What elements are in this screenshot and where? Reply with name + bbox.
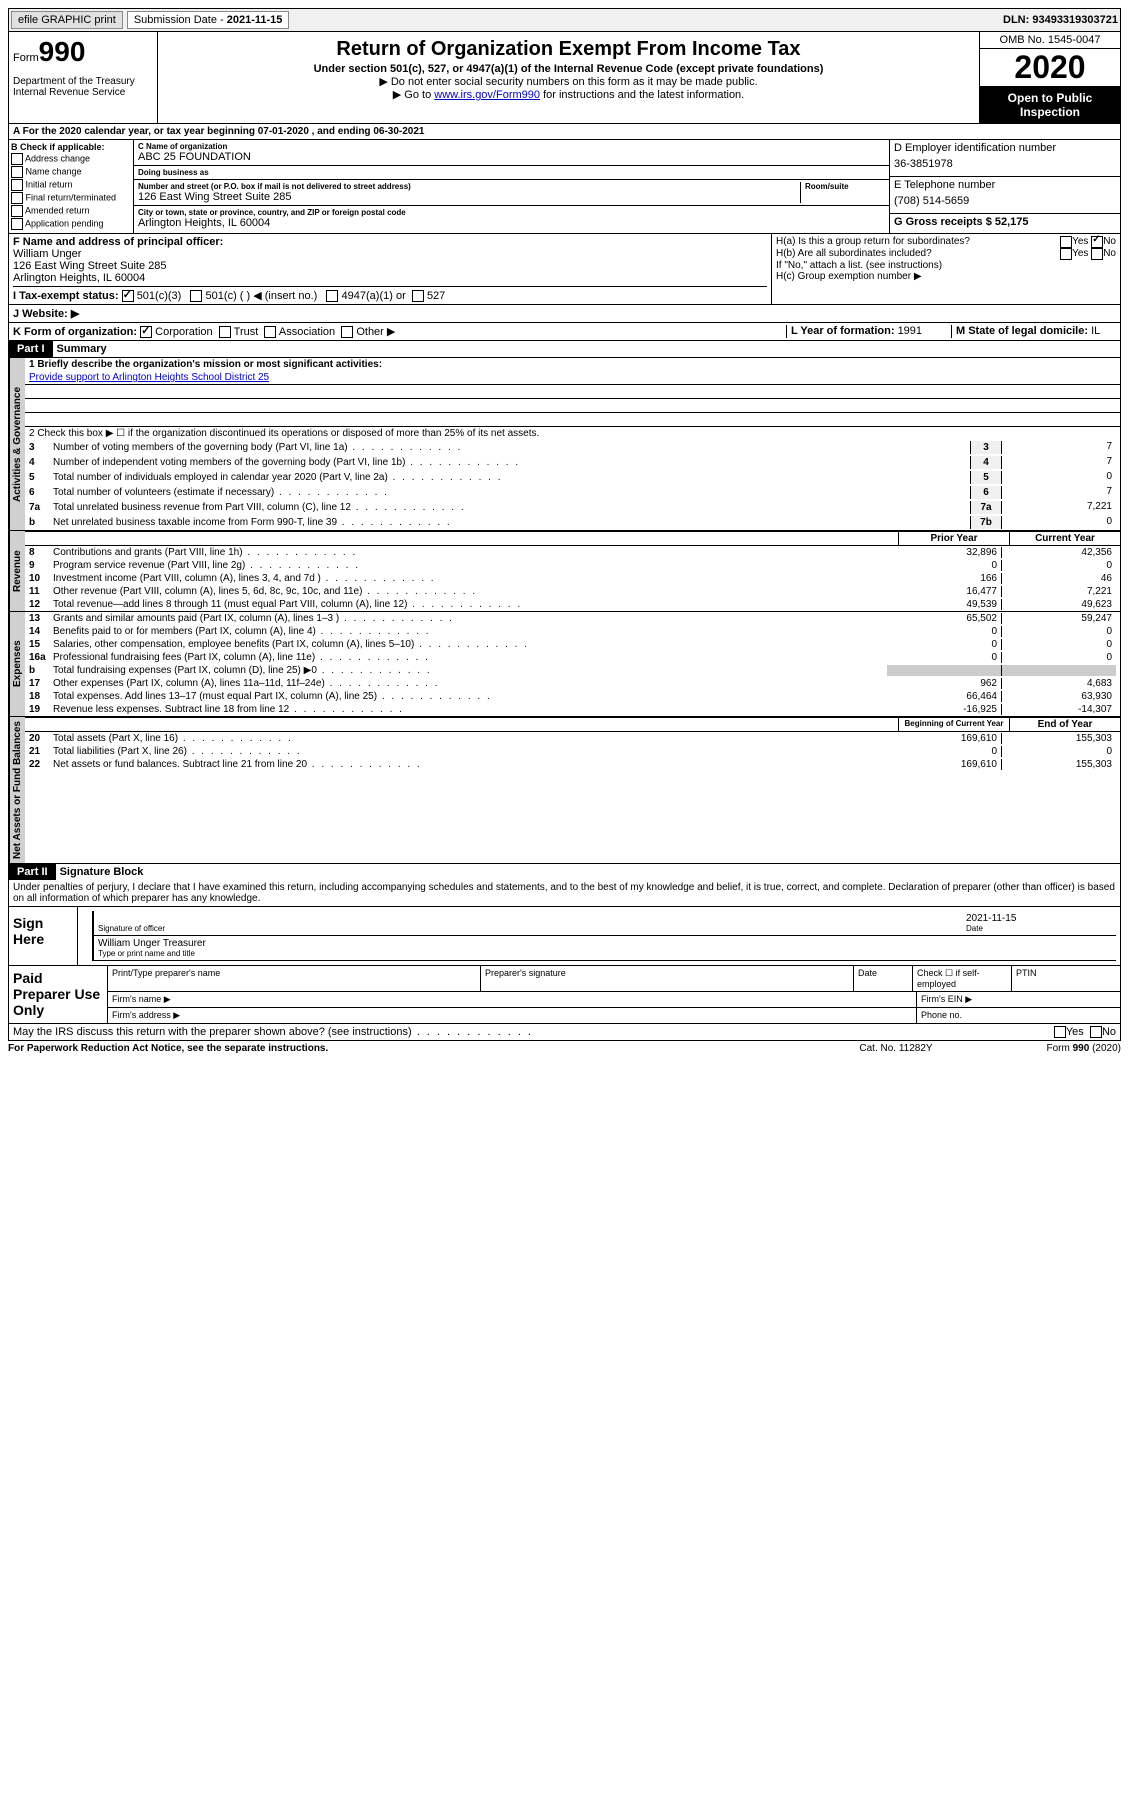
part1-header: Part I Summary <box>8 341 1121 358</box>
section-a: A For the 2020 calendar year, or tax yea… <box>8 124 1121 140</box>
summary-line: 13Grants and similar amounts paid (Part … <box>25 612 1120 625</box>
note-link: ▶ Go to www.irs.gov/Form990 for instruct… <box>162 88 975 101</box>
note-ssn: ▶ Do not enter social security numbers o… <box>162 75 975 88</box>
hb-yes[interactable] <box>1060 248 1072 260</box>
summary-line: 3Number of voting members of the governi… <box>25 440 1120 455</box>
section-f: F Name and address of principal officer:… <box>13 236 767 284</box>
revenue-section: Revenue Prior Year Current Year 8Contrib… <box>8 531 1121 612</box>
irs-link[interactable]: www.irs.gov/Form990 <box>434 89 540 101</box>
mission-link[interactable]: Provide support to Arlington Heights Sch… <box>29 372 269 383</box>
section-b: B Check if applicable: Address change Na… <box>9 140 134 233</box>
summary-line: 14Benefits paid to or for members (Part … <box>25 625 1120 638</box>
year-formation: 1991 <box>898 325 922 337</box>
summary-line: 5Total number of individuals employed in… <box>25 470 1120 485</box>
sign-date: 2021-11-15 <box>966 913 1116 924</box>
footer: For Paperwork Reduction Act Notice, see … <box>8 1041 1121 1056</box>
submission-date: Submission Date - 2021-11-15 <box>127 11 290 29</box>
summary-line: 16aProfessional fundraising fees (Part I… <box>25 651 1120 664</box>
summary-line: 10Investment income (Part VIII, column (… <box>25 572 1120 585</box>
checkbox-item[interactable]: Address change <box>11 153 131 165</box>
checkbox-item[interactable]: Application pending <box>11 218 131 230</box>
form-header: Form990 Department of the Treasury Inter… <box>8 32 1121 124</box>
summary-line: 6Total number of volunteers (estimate if… <box>25 485 1120 500</box>
section-j: J Website: ▶ <box>8 305 1121 323</box>
city: Arlington Heights, IL 60004 <box>138 217 885 229</box>
501c3-checkbox[interactable] <box>122 290 134 302</box>
part2-header: Part II Signature Block Under penalties … <box>8 864 1121 907</box>
ein: 36-3851978 <box>894 154 1116 174</box>
summary-line: 12Total revenue—add lines 8 through 11 (… <box>25 598 1120 611</box>
checkbox-item[interactable]: Initial return <box>11 179 131 191</box>
section-c: C Name of organization ABC 25 FOUNDATION… <box>134 140 890 233</box>
gross-receipts: 52,175 <box>995 216 1029 228</box>
summary-line: 9Program service revenue (Part VIII, lin… <box>25 559 1120 572</box>
department: Department of the Treasury Internal Reve… <box>13 76 153 98</box>
trust-checkbox[interactable] <box>219 326 231 338</box>
perjury-statement: Under penalties of perjury, I declare th… <box>9 880 1120 906</box>
section-klm: K Form of organization: Corporation Trus… <box>8 323 1121 341</box>
inspection-badge: Open to Public Inspection <box>980 87 1120 123</box>
dln: DLN: 93493319303721 <box>1003 14 1118 26</box>
officer-name: William Unger Treasurer <box>98 938 1116 949</box>
summary-line: 21Total liabilities (Part X, line 26)00 <box>25 745 1120 758</box>
summary-line: 7aTotal unrelated business revenue from … <box>25 500 1120 515</box>
checkbox-item[interactable]: Name change <box>11 166 131 178</box>
org-name: ABC 25 FOUNDATION <box>138 151 885 163</box>
discuss-yes[interactable] <box>1054 1026 1066 1038</box>
form-subtitle: Under section 501(c), 527, or 4947(a)(1)… <box>162 63 975 75</box>
form-title: Return of Organization Exempt From Incom… <box>162 38 975 61</box>
ha-no[interactable] <box>1091 236 1103 248</box>
telephone: (708) 514-5659 <box>894 191 1116 211</box>
527-checkbox[interactable] <box>412 290 424 302</box>
other-checkbox[interactable] <box>341 326 353 338</box>
summary-line: 20Total assets (Part X, line 16)169,6101… <box>25 732 1120 745</box>
expenses-section: Expenses 13Grants and similar amounts pa… <box>8 612 1121 717</box>
checkbox-item[interactable]: Amended return <box>11 205 131 217</box>
summary-line: 8Contributions and grants (Part VIII, li… <box>25 546 1120 559</box>
summary-line: 11Other revenue (Part VIII, column (A), … <box>25 585 1120 598</box>
section-d: D Employer identification number 36-3851… <box>890 140 1120 233</box>
efile-button[interactable]: efile GRAPHIC print <box>11 11 123 29</box>
summary-line: 18Total expenses. Add lines 13–17 (must … <box>25 690 1120 703</box>
section-i: I Tax-exempt status: 501(c)(3) 501(c) ( … <box>13 286 767 302</box>
section-h: H(a) Is this a group return for subordin… <box>772 234 1120 304</box>
corp-checkbox[interactable] <box>140 326 152 338</box>
info-grid: B Check if applicable: Address change Na… <box>8 140 1121 234</box>
summary-line: 22Net assets or fund balances. Subtract … <box>25 758 1120 771</box>
summary-line: 4Number of independent voting members of… <box>25 455 1120 470</box>
tax-year: 2020 <box>980 49 1120 87</box>
section-fgh: F Name and address of principal officer:… <box>8 234 1121 305</box>
omb-number: OMB No. 1545-0047 <box>980 32 1120 49</box>
governance-section: Activities & Governance 1 Briefly descri… <box>8 358 1121 531</box>
summary-line: bTotal fundraising expenses (Part IX, co… <box>25 664 1120 677</box>
address: 126 East Wing Street Suite 285 <box>138 191 800 203</box>
hb-no[interactable] <box>1091 248 1103 260</box>
summary-line: bNet unrelated business taxable income f… <box>25 515 1120 530</box>
paid-preparer: Paid Preparer Use Only Print/Type prepar… <box>8 966 1121 1024</box>
assoc-checkbox[interactable] <box>264 326 276 338</box>
top-bar: efile GRAPHIC print Submission Date - 20… <box>8 8 1121 32</box>
discuss-row: May the IRS discuss this return with the… <box>8 1024 1121 1041</box>
discuss-no[interactable] <box>1090 1026 1102 1038</box>
4947-checkbox[interactable] <box>326 290 338 302</box>
summary-line: 15Salaries, other compensation, employee… <box>25 638 1120 651</box>
sign-here: Sign Here Signature of officer 2021-11-1… <box>8 907 1121 966</box>
checkbox-item[interactable]: Final return/terminated <box>11 192 131 204</box>
form-number: Form990 <box>13 36 153 68</box>
501c-checkbox[interactable] <box>190 290 202 302</box>
ha-yes[interactable] <box>1060 236 1072 248</box>
net-section: Net Assets or Fund Balances Beginning of… <box>8 717 1121 864</box>
summary-line: 17Other expenses (Part IX, column (A), l… <box>25 677 1120 690</box>
summary-line: 19Revenue less expenses. Subtract line 1… <box>25 703 1120 716</box>
state-domicile: IL <box>1091 325 1100 337</box>
